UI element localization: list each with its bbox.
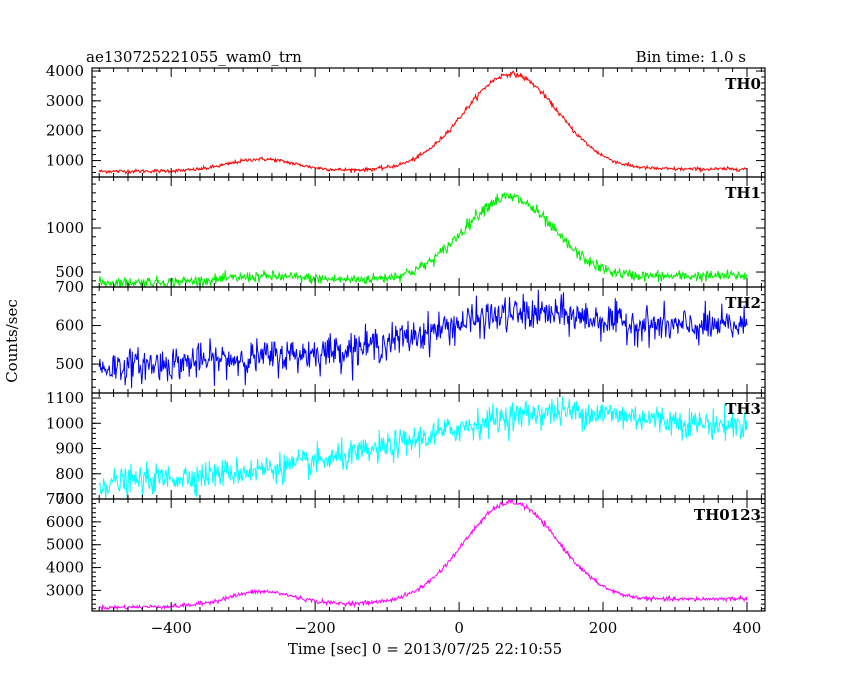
panel-th0: 1000 2000 3000 4000 TH0 — [46, 62, 766, 178]
x-tick-label: 200 — [589, 619, 618, 637]
y-tick-label: 5000 — [46, 536, 84, 554]
x-axis-label: Time [sec] 0 = 2013/07/25 22:10:55 — [288, 640, 562, 658]
y-tick-label: 1000 — [46, 152, 84, 170]
y-axis-label: Counts/sec — [3, 299, 21, 383]
panel-frame — [91, 67, 766, 178]
panel-th3: 800 900 1000 1100 700 TH3 — [46, 389, 766, 508]
y-tick-label: 500 — [55, 355, 84, 373]
x-tick-label: 400 — [733, 619, 762, 637]
panel-th2: 500 600 700 TH2 — [55, 278, 766, 394]
panel-th1: 500 1000 TH1 — [46, 176, 766, 288]
y-tick-label: 4000 — [46, 62, 84, 80]
y-tick-label: 4000 — [46, 559, 84, 577]
bin-time-label: Bin time: 1.0 s — [636, 48, 746, 66]
y-tick-label: 3000 — [46, 581, 84, 599]
x-tick-label: −200 — [295, 619, 336, 637]
y-tick-label: 2000 — [46, 122, 84, 140]
panel-frame — [91, 176, 766, 288]
y-tick-label: 3000 — [46, 92, 84, 110]
y-tick-label: 800 — [55, 465, 84, 483]
y-tick-label: 1000 — [46, 219, 84, 237]
x-tick-label: −400 — [151, 619, 192, 637]
panel-label-th3: TH3 — [725, 400, 761, 418]
series-line-th0 — [98, 70, 748, 175]
panel-label-th0123: TH0123 — [694, 506, 761, 524]
panel-th0123: 3000 4000 5000 6000 7000 TH0123 — [46, 490, 766, 612]
panel-label-th0: TH0 — [725, 75, 761, 93]
chart-title: ae130725221055_wam0_trn — [86, 48, 302, 66]
series-line-th3 — [98, 396, 748, 499]
panel-label-th1: TH1 — [725, 184, 761, 202]
series-line-th2 — [98, 289, 748, 389]
panel-label-th2: TH2 — [725, 294, 761, 312]
y-tick-label: 900 — [55, 440, 84, 458]
x-tick-label: 0 — [454, 619, 464, 637]
panels-group: 1000200030004000TH05001000TH1500600700TH… — [46, 62, 766, 637]
y-tick-label: 1000 — [46, 414, 84, 432]
series-line-th0123 — [98, 499, 748, 611]
y-tick-label: 1100 — [46, 389, 84, 407]
y-tick-label: 700 — [55, 278, 84, 296]
y-tick-label: 7000 — [46, 490, 84, 508]
series-line-th1 — [98, 192, 748, 287]
y-tick-label: 6000 — [46, 513, 84, 531]
y-tick-label: 700 — [55, 490, 84, 508]
y-tick-label: 500 — [55, 263, 84, 281]
y-tick-label: 600 — [55, 317, 84, 335]
panel-frame — [91, 498, 766, 612]
